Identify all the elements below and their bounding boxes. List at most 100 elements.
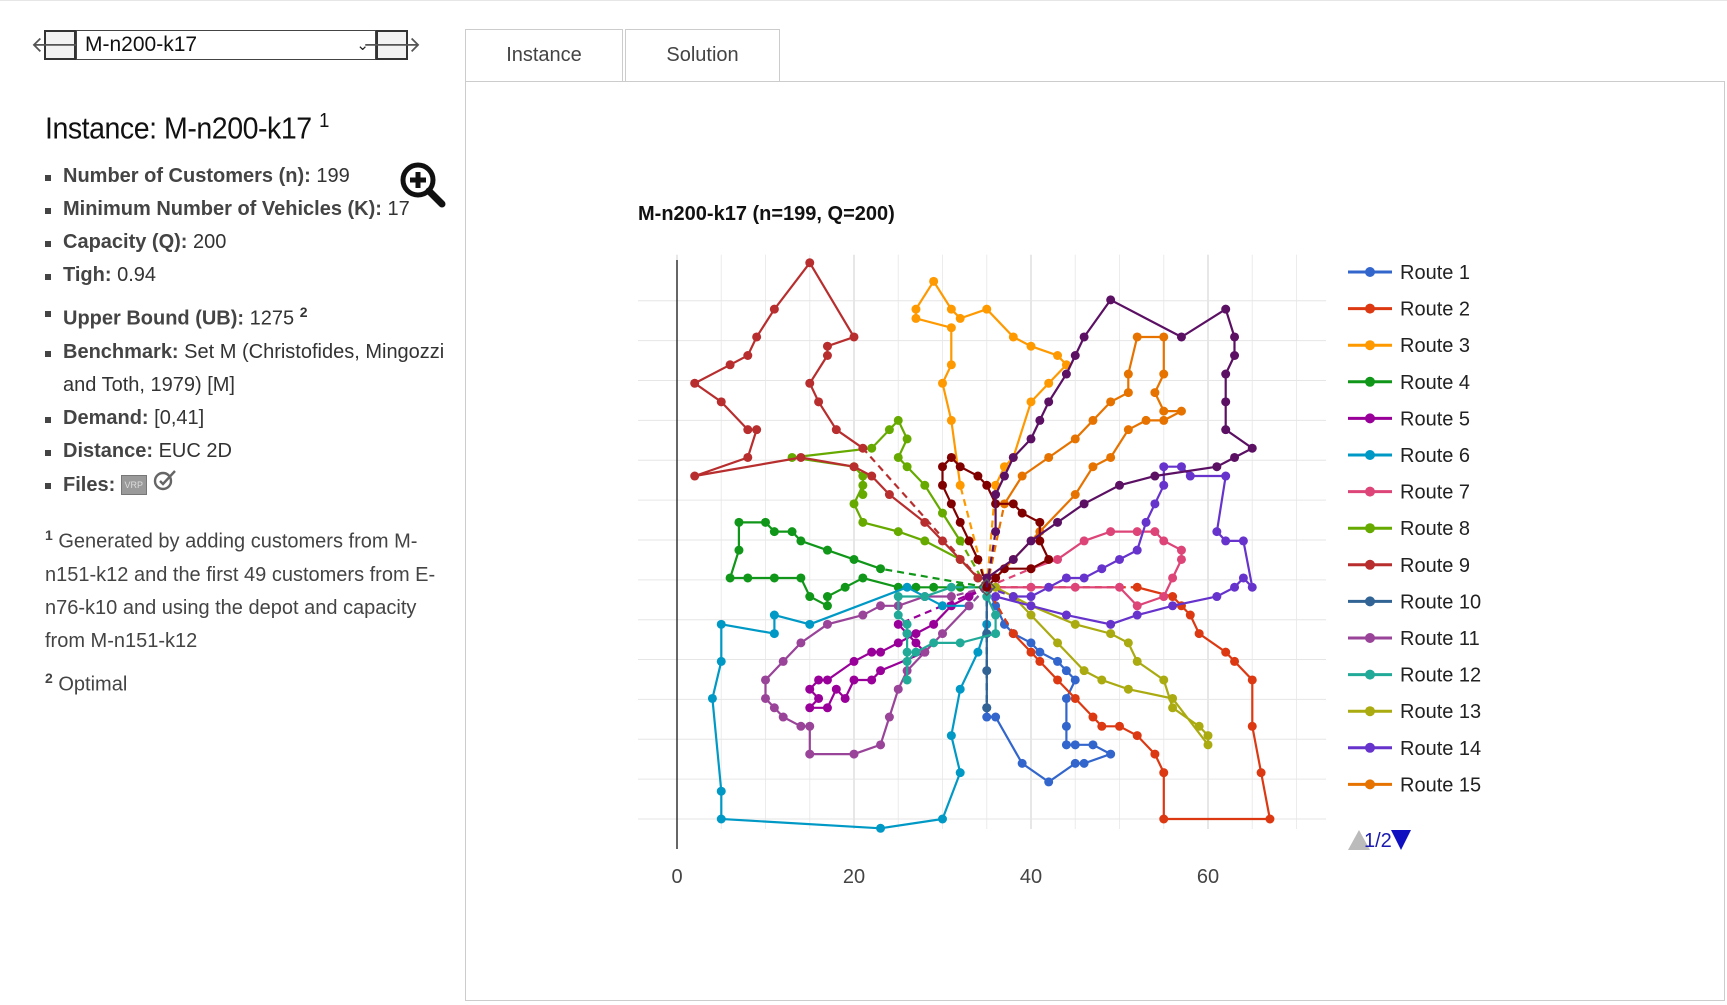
route-point [938, 378, 947, 388]
route-point [902, 629, 912, 639]
tab-label: Instance [506, 44, 582, 66]
route-series [911, 276, 1071, 588]
route-point [893, 638, 903, 648]
depot-connector [976, 559, 988, 588]
route-point [1044, 554, 1054, 564]
legend-label: Route 13 [1400, 701, 1481, 723]
route-point [743, 573, 753, 583]
route-point [973, 573, 983, 583]
route-point [902, 582, 912, 592]
route-point [822, 592, 832, 602]
route-point [1212, 592, 1222, 602]
route-point [1026, 610, 1036, 620]
route-point [858, 480, 868, 490]
route-point [725, 360, 735, 370]
route-point [1185, 610, 1195, 620]
route-point [849, 675, 859, 685]
route-point [964, 601, 974, 611]
vrp-file-icon[interactable]: VRP [120, 475, 147, 496]
legend-swatch-dot [1365, 779, 1375, 790]
route-point [822, 703, 832, 713]
route-point [973, 554, 983, 564]
tab-solution[interactable]: Solution [625, 29, 780, 81]
upper-bound-footnote[interactable]: 2 [299, 304, 308, 321]
route-point [991, 629, 1001, 639]
route-point [1017, 508, 1027, 518]
next-instance-button[interactable]: 🡒 [363, 30, 422, 60]
property-label: Upper Bound (UB): [63, 307, 245, 330]
arrow-right-icon: 🡒 [362, 32, 422, 57]
route-point [955, 684, 965, 694]
route-point [814, 693, 824, 703]
chart-legend: Route 1 Route 2 Route 3 Route 4 Route 5 Route… [1348, 262, 1481, 796]
route-point [1132, 610, 1142, 620]
depot-connector [985, 531, 997, 588]
tab-instance[interactable]: Instance [465, 29, 623, 81]
route-point [920, 592, 930, 602]
route-point [955, 536, 965, 546]
legend-swatch-dot [1365, 340, 1375, 351]
route-point [1035, 536, 1045, 546]
route-point [1079, 332, 1089, 342]
route-point [1115, 582, 1124, 592]
x-tick-label: 20 [843, 866, 865, 888]
benchmark-link[interactable]: Set M (Christofides, Mingozzi and Toth, … [63, 340, 445, 396]
route-point [1159, 462, 1169, 472]
route-point [1123, 388, 1133, 398]
route-point [1132, 656, 1142, 666]
route-point [1070, 434, 1080, 444]
route-point [1079, 499, 1089, 509]
instance-title-footnote[interactable]: 1 [319, 110, 329, 132]
route-point [822, 341, 832, 351]
footnotes: 1 Generated by adding customers from M-n… [45, 519, 455, 701]
route-point [849, 749, 859, 759]
route-point [946, 582, 956, 592]
route-point [1159, 406, 1169, 416]
route-point [1070, 582, 1080, 592]
route-series [893, 582, 1001, 685]
instance-select-value: M-n200-k17 [85, 33, 198, 56]
route-point [1053, 656, 1063, 666]
route-point [1070, 351, 1080, 360]
route-point [1079, 758, 1089, 768]
route-point [955, 768, 965, 778]
route-point [690, 471, 700, 481]
legend-swatch-dot [1365, 486, 1375, 497]
property-label: Tigh: [63, 264, 112, 287]
route-point [982, 703, 992, 713]
route-point [946, 304, 956, 314]
legend-swatch-dot [1365, 669, 1375, 680]
route-point [938, 814, 947, 824]
legend-prev-icon [1348, 830, 1370, 850]
route-point [929, 619, 939, 629]
instance-select[interactable]: M-n200-k17 ⌄ [76, 30, 376, 60]
route-point [1088, 415, 1098, 425]
legend-pager[interactable]: 1/2 [1348, 830, 1411, 852]
route-point [805, 749, 815, 759]
route-point [1106, 527, 1116, 537]
route-point [1044, 378, 1054, 388]
route-point [840, 693, 850, 703]
footnote-2: 2 Optimal [45, 662, 455, 702]
route-point [911, 582, 921, 592]
route-point [1061, 693, 1071, 703]
route-point [1159, 592, 1169, 602]
prev-instance-button[interactable]: 🡐 [31, 30, 90, 60]
solution-file-icon[interactable] [152, 468, 178, 503]
route-point [849, 656, 859, 666]
route-point [1123, 638, 1133, 648]
chevron-down-icon: ⌄ [356, 37, 369, 54]
zoom-in-icon[interactable] [398, 160, 448, 215]
route-line [994, 335, 1183, 579]
route-point [1168, 573, 1178, 583]
route-point [1053, 638, 1063, 648]
route-point [1185, 471, 1195, 481]
route-point [884, 490, 894, 500]
property-demand: Demand: [0,41] [45, 402, 455, 435]
route-point [911, 647, 921, 657]
route-point [858, 490, 868, 500]
route-point [902, 675, 912, 685]
route-point [902, 462, 912, 472]
route-point [1053, 351, 1063, 360]
legend-swatch-dot [1365, 742, 1375, 753]
